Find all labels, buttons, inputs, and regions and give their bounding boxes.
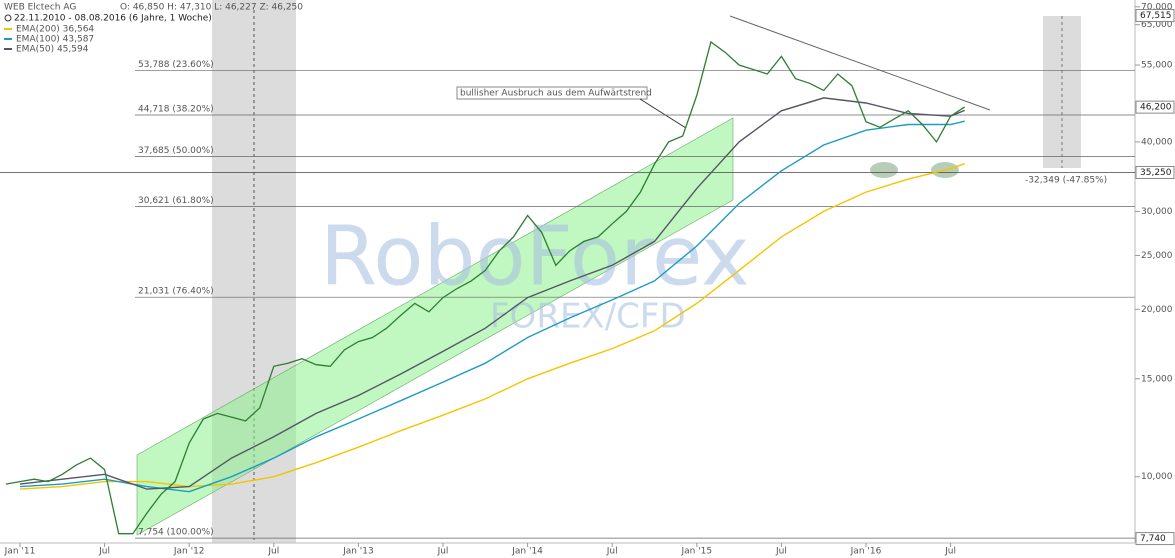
watermark: FOREX/CFD	[490, 297, 686, 337]
header-ohlc: O: 46,850 H: 47,310 L: 46,227 Z: 46,250	[120, 3, 303, 13]
marker-box	[1135, 100, 1175, 114]
y-tick-label: 20,000	[1141, 305, 1173, 315]
y-tick-label: 30,000	[1141, 207, 1173, 217]
marker-label: 7,740	[1140, 534, 1166, 544]
ema-line	[19, 120, 965, 493]
x-tick-label: Jul	[437, 547, 449, 557]
clock-icon	[4, 14, 12, 22]
support-marker	[870, 162, 898, 178]
resistance-line	[729, 15, 991, 111]
ema-line	[19, 97, 965, 490]
x-tick-label: Jan '16	[850, 547, 882, 557]
y-tick-label: 15,000	[1141, 374, 1173, 384]
x-tick-label: Jul	[98, 547, 110, 557]
x-tick-label: Jul	[944, 547, 956, 557]
x-tick-label: Jan '12	[173, 547, 205, 557]
y-tick-label: 10,000	[1141, 472, 1173, 482]
marker-box	[1135, 165, 1175, 179]
watermark: RoboForex	[320, 209, 750, 304]
y-tick-label: 25,000	[1141, 251, 1173, 261]
header-title: WEB Elctech AG	[4, 3, 76, 13]
fib-label: 53,788 (23.60%)	[138, 60, 214, 70]
marker-label: 46,200	[1140, 103, 1172, 113]
marker-label: 35,250	[1140, 168, 1172, 178]
legend-label: EMA(100) 43,587	[16, 35, 94, 45]
legend-label: EMA(200) 36,564	[16, 25, 94, 35]
x-tick-label: Jul	[775, 547, 787, 557]
x-tick-label: Jan '13	[342, 547, 374, 557]
annotation: bullisher Ausbruch aus dem Aufwärtstrend	[460, 89, 652, 99]
annotation-arrow	[639, 98, 687, 129]
fib-label: 44,718 (38.20%)	[138, 105, 214, 115]
x-tick-label: Jan '14	[511, 547, 543, 557]
marker-box	[1135, 9, 1175, 23]
y-tick-label: 70,000	[1141, 2, 1173, 12]
annotation-box	[456, 86, 648, 100]
y-tick-label: 55,000	[1141, 61, 1173, 71]
fib-label: 30,621 (61.80%)	[138, 196, 214, 206]
highlight-region	[1043, 16, 1081, 168]
price-line	[5, 40, 966, 535]
fib-label: 7,754 (100.00%)	[138, 528, 214, 538]
legend-label: EMA(50) 45,594	[16, 45, 89, 55]
x-tick-label: Jul	[267, 547, 279, 557]
header-range: 22.11.2010 - 08.08.2016 (6 Jahre, 1 Woch…	[14, 14, 212, 24]
marker-label: 67,515	[1140, 11, 1172, 21]
y-tick-label: 40,000	[1141, 137, 1173, 147]
x-tick-label: Jan '11	[4, 547, 36, 557]
marker-box	[1135, 532, 1175, 546]
ema-line	[19, 163, 965, 490]
y-tick-label: 65,000	[1141, 20, 1173, 30]
fib-label: 37,685 (50.00%)	[138, 146, 214, 156]
x-tick-label: Jan '15	[680, 547, 712, 557]
annotation: -32,349 (-47.85%)	[1025, 176, 1107, 186]
x-tick-label: Jul	[606, 547, 618, 557]
fib-label: 21,031 (76.40%)	[138, 287, 214, 297]
